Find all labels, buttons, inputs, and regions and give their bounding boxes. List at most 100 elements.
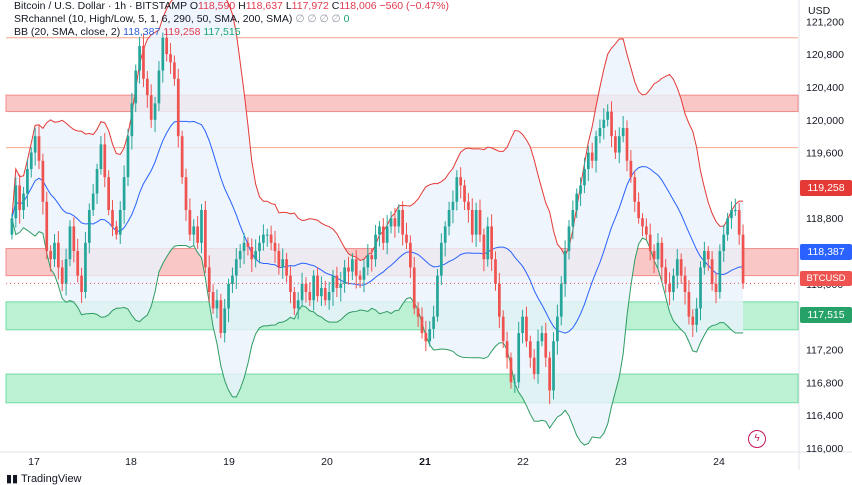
x-tick-label: 23 (615, 456, 627, 468)
bb-band-fill (11, 0, 744, 446)
x-tick-label: 24 (713, 456, 725, 468)
candle-body (436, 275, 439, 317)
candle-body (586, 152, 590, 169)
candle-body (598, 127, 602, 137)
candle-body (559, 283, 563, 317)
tradingview-icon: ▮▮ (6, 473, 19, 485)
candle-body (323, 287, 327, 301)
candle-body (138, 45, 141, 71)
high-value: 118,637 (245, 0, 283, 12)
candle-body (532, 357, 536, 375)
candle-body (447, 210, 451, 227)
candle-body (467, 201, 470, 211)
candle-body (501, 316, 505, 342)
candle-body (200, 210, 203, 243)
candle-body (733, 210, 737, 212)
bb-upper-line (11, 0, 744, 262)
candle-body (664, 267, 668, 284)
candle-body (528, 341, 532, 358)
candle-body (231, 275, 234, 284)
candle-body (91, 193, 95, 211)
candle-body (385, 226, 389, 243)
y-tick-label: 118,800 (806, 213, 843, 225)
candle-body (571, 210, 575, 227)
close-value: 118,006 (339, 0, 377, 12)
candle-body (621, 127, 625, 137)
candle-body (87, 210, 91, 243)
y-axis-currency: USD (808, 5, 831, 17)
candle-body (262, 234, 265, 243)
support-zone-3 (5, 373, 799, 404)
bb-upper-value: 119,258 (163, 26, 201, 38)
candle-body (223, 308, 227, 334)
candle-body (292, 292, 296, 309)
x-tick-label: 22 (517, 456, 529, 468)
candle-body (60, 267, 64, 284)
candle-body (358, 275, 362, 280)
candle-body (470, 210, 474, 235)
x-tick-label: 21 (419, 456, 431, 468)
candle-body (606, 111, 610, 120)
candle-body (76, 251, 80, 276)
lightning-icon[interactable]: ϟ (748, 430, 766, 448)
candle-body (335, 275, 339, 288)
candle-body (672, 275, 675, 293)
candle-body (381, 226, 385, 243)
candle-body (451, 201, 455, 211)
change-value: −560 (−0.47%) (379, 0, 449, 12)
tradingview-logo[interactable]: ▮▮ TradingView (6, 473, 82, 485)
candle-body (49, 251, 52, 260)
candle-body (737, 210, 741, 235)
candle-body (281, 259, 285, 268)
candle-body (354, 259, 358, 276)
candle-body (498, 283, 501, 317)
candle-body (169, 54, 172, 63)
candle-body (424, 333, 428, 342)
symbol-title[interactable]: Bitcoin / U.S. Dollar · 1h · BITSTAMP (14, 0, 187, 12)
candle-body (161, 37, 165, 71)
candle-body (370, 255, 374, 260)
srchannel-last: 0 (343, 13, 350, 25)
candle-body (176, 78, 180, 137)
candle-body (710, 259, 714, 284)
candle-body (211, 292, 215, 309)
candle-body (234, 259, 238, 276)
candle-body (331, 275, 335, 293)
candle-body (246, 242, 250, 247)
candle-body (362, 267, 366, 280)
candle-body (72, 226, 76, 252)
candle-body (84, 242, 87, 293)
legend-srchannel[interactable]: SRchannel (10, High/Low, 5, 1, 6, 290, 5… (14, 13, 349, 25)
candle-body (397, 210, 401, 227)
srchannel-values: ∅ ∅ ∅ ∅ (295, 13, 341, 25)
candle-body (463, 185, 466, 202)
candle-body (68, 226, 72, 260)
candle-body (428, 328, 432, 342)
candle-body (416, 308, 420, 317)
candle-body (296, 300, 300, 309)
candle-body (300, 283, 304, 301)
candle-body (378, 226, 381, 235)
candle-body (29, 152, 33, 169)
bb-upper-price-tag: 119,258 (800, 180, 852, 196)
y-tick-label: 116,400 (806, 410, 843, 422)
candle-body (343, 267, 346, 284)
y-tick-label: 120,800 (806, 49, 844, 61)
candle-body (351, 259, 354, 272)
candle-body (563, 251, 567, 284)
bb-lower-value: 117,515 (203, 26, 241, 38)
candle-body (548, 357, 551, 391)
candle-body (122, 177, 126, 211)
candle-body (204, 210, 207, 268)
candle-body (80, 275, 83, 293)
candle-body (656, 242, 660, 260)
candle-body (130, 103, 134, 137)
legend-bb[interactable]: BB (20, SMA, close, 2) 118,387 119,258 1… (14, 26, 241, 38)
candle-body (602, 119, 606, 128)
low-value: 117,972 (291, 0, 329, 12)
candle-body (277, 251, 281, 268)
candle-body (439, 242, 443, 276)
candle-body (41, 160, 45, 202)
candle-body (455, 177, 459, 202)
